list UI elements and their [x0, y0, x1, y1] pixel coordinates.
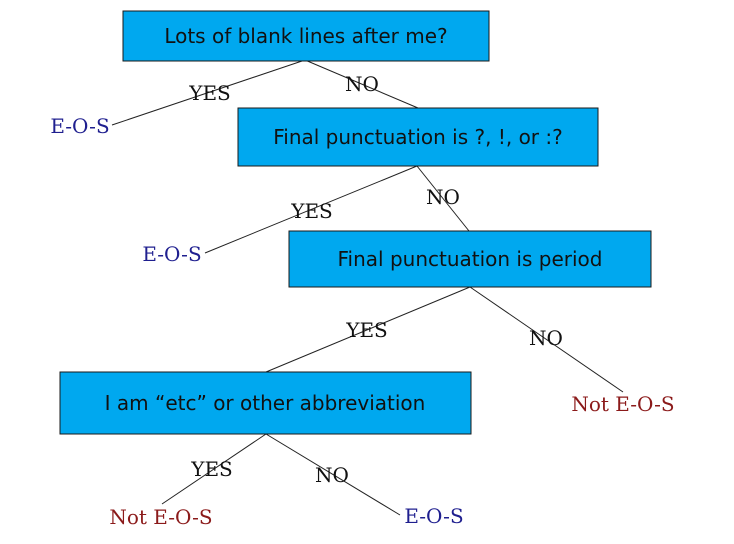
decision-text-q2: Final punctuation is ?, !, or :?	[273, 125, 563, 149]
edge-q2-yes	[204, 165, 418, 254]
edge-label-q2-no: NO	[426, 185, 460, 209]
edge-label-q4-yes: YES	[190, 457, 233, 481]
leaf-q2-yes: E-O-S	[142, 242, 201, 266]
edge-label-q1-yes: YES	[188, 81, 231, 105]
decision-text-q4: I am “etc” or other abbreviation	[105, 391, 426, 415]
edge-q4-yes	[161, 433, 267, 505]
edge-label-q4-no: NO	[315, 463, 349, 487]
edge-q4-no	[265, 433, 401, 516]
edge-label-q1-no: NO	[345, 72, 379, 96]
decision-box-q3: Final punctuation is period	[288, 230, 652, 288]
leaf-q3-no: Not E-O-S	[571, 392, 674, 416]
decision-text-q1: Lots of blank lines after me?	[164, 24, 447, 48]
leaf-q4-no: E-O-S	[404, 504, 463, 528]
edge-label-q3-no: NO	[529, 326, 563, 350]
edge-label-q2-yes: YES	[290, 199, 333, 223]
edge-q3-yes	[265, 286, 471, 373]
decision-box-q1: Lots of blank lines after me?	[122, 10, 490, 62]
edge-q1-yes	[111, 59, 306, 126]
edge-label-q3-yes: YES	[345, 318, 388, 342]
edge-q2-no	[416, 165, 470, 232]
leaf-q1-yes: E-O-S	[50, 114, 109, 138]
edge-q3-no	[469, 286, 624, 393]
edge-q1-no	[304, 59, 419, 109]
decision-box-q4: I am “etc” or other abbreviation	[59, 371, 472, 435]
decision-box-q2: Final punctuation is ?, !, or :?	[237, 107, 599, 167]
decision-text-q3: Final punctuation is period	[338, 247, 603, 271]
leaf-q4-yes: Not E-O-S	[109, 505, 212, 529]
